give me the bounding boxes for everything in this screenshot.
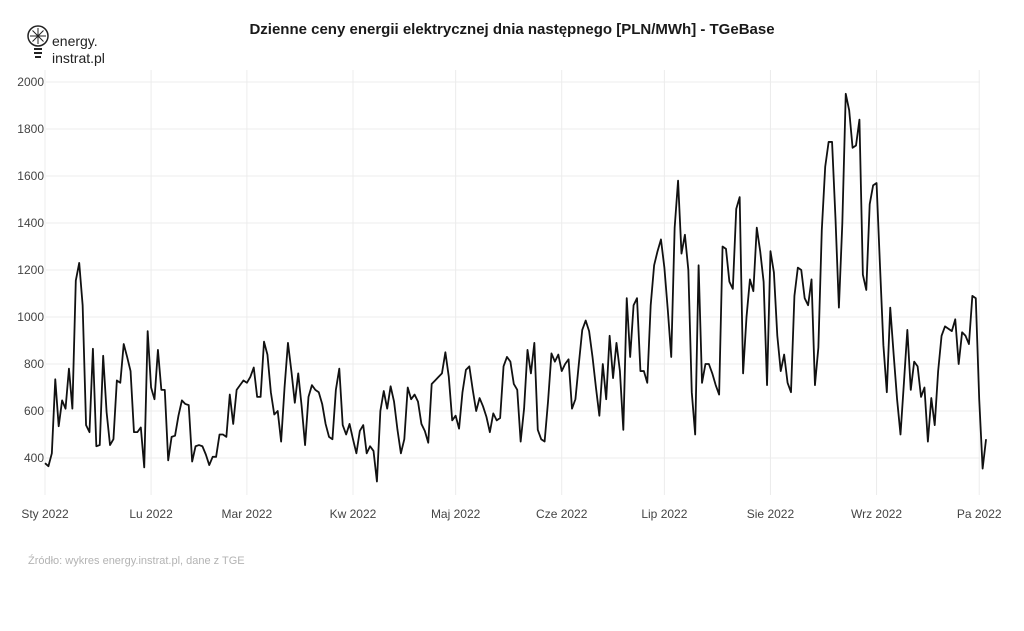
y-tick-label: 400 <box>24 451 44 465</box>
series-layer <box>44 92 987 483</box>
lightbulb-icon <box>27 25 49 58</box>
logo-text-instrat: instrat.pl <box>52 50 105 66</box>
x-tick-label: Maj 2022 <box>431 507 481 521</box>
source-note: Źródło: wykres energy.instrat.pl, dane z… <box>28 555 245 567</box>
y-tick-label: 1000 <box>17 310 44 324</box>
logo-text-energy: energy. <box>52 33 98 49</box>
logo: energy. instrat.pl <box>24 22 134 68</box>
x-tick-label: Wrz 2022 <box>851 507 902 521</box>
y-tick-label: 600 <box>24 404 44 418</box>
y-tick-label: 2000 <box>17 75 44 89</box>
y-tick-label: 1600 <box>17 169 44 183</box>
y-tick-label: 1200 <box>17 263 44 277</box>
y-axis-ticks: 400 600 800 1000 1200 1400 1600 1800 2000 <box>17 75 44 465</box>
x-tick-label: Kw 2022 <box>330 507 377 521</box>
y-tick-label: 1400 <box>17 216 44 230</box>
x-tick-label: Sie 2022 <box>747 507 795 521</box>
series-line <box>44 92 987 483</box>
x-tick-label: Lu 2022 <box>129 507 173 521</box>
grid <box>44 70 980 495</box>
x-axis-ticks: Sty 2022 Lu 2022 Mar 2022 Kw 2022 Maj 2022 Cz… <box>21 507 1002 521</box>
x-tick-label: Mar 2022 <box>222 507 273 521</box>
chart-title: Dzienne ceny energii elektrycznej dnia n… <box>249 21 775 38</box>
x-tick-label: Lip 2022 <box>641 507 687 521</box>
x-tick-label: Sty 2022 <box>21 507 69 521</box>
y-tick-label: 800 <box>24 357 44 371</box>
x-tick-label: Pa 2022 <box>957 507 1002 521</box>
x-tick-label: Cze 2022 <box>536 507 588 521</box>
y-tick-label: 1800 <box>17 122 44 136</box>
